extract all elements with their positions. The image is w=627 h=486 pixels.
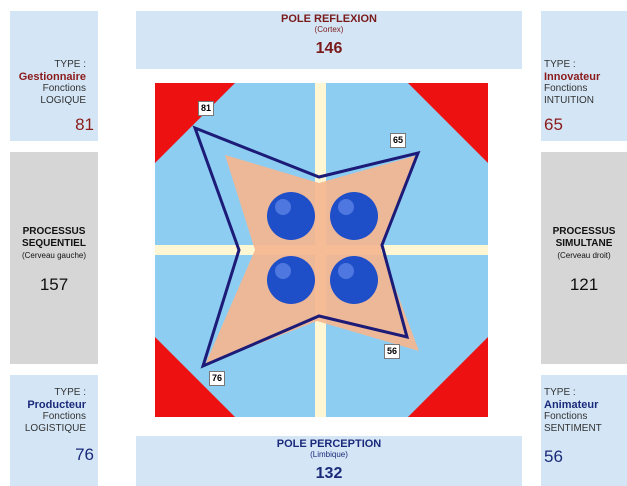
sphere-highlight	[338, 263, 354, 279]
type-line2: LOGISTIQUE	[24, 423, 86, 434]
left-process-subtitle: (Cerveau gauche)	[21, 251, 87, 260]
bottom-pole-subtitle: (Limbique)	[310, 450, 348, 459]
type-line1: Fonctions	[42, 83, 86, 94]
sphere-highlight	[338, 199, 354, 215]
right-process-panel: PROCESSUS SIMULTANE (Cerveau droit) 121	[541, 152, 627, 364]
top-pole-title: POLE REFLEXION	[281, 13, 377, 25]
right-process-value: 121	[569, 275, 599, 294]
corner-top-right	[408, 83, 488, 163]
type-name: Producteur	[27, 399, 86, 411]
type-label: TYPE :	[54, 59, 86, 70]
type-name: Gestionnaire	[18, 71, 86, 83]
type-line2: INTUITION	[544, 95, 594, 106]
type-value: 81	[75, 115, 94, 134]
corner-bottom-left	[155, 337, 235, 417]
type-line2: LOGIQUE	[40, 95, 86, 106]
type-label: TYPE :	[544, 387, 576, 398]
type-label: TYPE :	[54, 387, 86, 398]
top-pole-value: 146	[315, 40, 343, 57]
left-process-title: PROCESSUS SEQUENTIEL	[22, 226, 86, 249]
top-pole-subtitle: (Cortex)	[314, 25, 344, 34]
type-name: Innovateur	[544, 71, 601, 83]
point-label-top-left: 81	[198, 101, 215, 116]
type-line1: Fonctions	[544, 411, 588, 422]
type-label: TYPE :	[544, 59, 576, 70]
bottom-pole-panel: POLE PERCEPTION (Limbique) 132	[136, 436, 522, 486]
type-producteur-panel: TYPE : Producteur Fonctions LOGISTIQUE 7…	[10, 375, 98, 486]
type-gestionnaire-panel: TYPE : Gestionnaire Fonctions LOGIQUE 81	[10, 11, 98, 141]
top-pole-panel: POLE REFLEXION (Cortex) 146	[136, 11, 522, 69]
type-name: Animateur	[544, 399, 599, 411]
right-process-title: PROCESSUS SIMULTANE	[552, 226, 616, 249]
corner-bottom-right	[408, 337, 488, 417]
corner-top-left	[155, 83, 235, 163]
type-value: 65	[544, 115, 563, 134]
sphere-bottom-right	[330, 256, 378, 304]
type-line2: SENTIMENT	[544, 423, 602, 434]
profile-outline	[192, 125, 421, 369]
left-process-panel: PROCESSUS SEQUENTIEL (Cerveau gauche) 15…	[10, 152, 98, 364]
bottom-pole-title: POLE PERCEPTION	[276, 438, 382, 450]
point-label-bottom-left: 76	[209, 371, 226, 386]
sphere-top-left	[267, 192, 315, 240]
sphere-bottom-left	[267, 256, 315, 304]
left-process-value: 157	[39, 275, 69, 294]
sphere-highlight	[275, 263, 291, 279]
type-innovateur-panel: TYPE : Innovateur Fonctions INTUITION 65	[541, 11, 627, 141]
type-line1: Fonctions	[42, 411, 86, 422]
type-animateur-panel: TYPE : Animateur Fonctions SENTIMENT 56	[541, 375, 627, 486]
sphere-highlight	[275, 199, 291, 215]
point-label-top-right: 65	[390, 133, 407, 148]
type-value: 56	[544, 447, 563, 466]
sphere-top-right	[330, 192, 378, 240]
point-label-bottom-right: 56	[384, 344, 401, 359]
type-line1: Fonctions	[544, 83, 588, 94]
profile-diagram	[155, 83, 488, 417]
bottom-pole-value: 132	[315, 465, 343, 482]
right-process-subtitle: (Cerveau droit)	[557, 251, 611, 260]
type-value: 76	[75, 445, 94, 464]
